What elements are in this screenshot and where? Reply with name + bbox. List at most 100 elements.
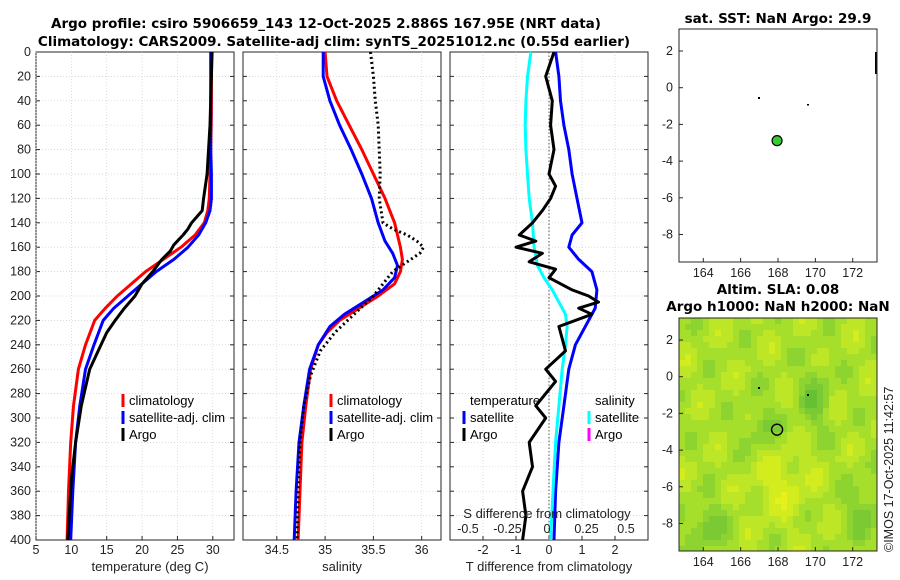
sla-cell bbox=[811, 504, 818, 511]
sla-cell bbox=[697, 372, 704, 379]
sla-cell bbox=[847, 450, 854, 457]
sla-cell bbox=[781, 462, 788, 469]
sla-cell bbox=[739, 420, 746, 427]
sla-cell bbox=[757, 444, 764, 451]
sla-cell bbox=[691, 486, 698, 493]
sla-cell bbox=[847, 402, 854, 409]
sla-cell bbox=[739, 480, 746, 487]
sla-cell bbox=[871, 438, 877, 445]
sla-cell bbox=[817, 336, 824, 343]
sla-cell bbox=[727, 348, 734, 355]
sla-cell bbox=[715, 504, 722, 511]
sla-cell bbox=[835, 420, 842, 427]
sla-cell bbox=[865, 510, 872, 517]
sla-cell bbox=[721, 414, 728, 421]
sla-cell bbox=[775, 528, 782, 535]
sla-cell bbox=[739, 342, 746, 349]
sla-cell bbox=[787, 462, 794, 469]
sla-cell bbox=[799, 432, 806, 439]
sla-cell bbox=[697, 426, 704, 433]
sla-cell bbox=[787, 432, 794, 439]
sla-cell bbox=[769, 432, 776, 439]
sla-cell bbox=[715, 456, 722, 463]
sla-cell bbox=[679, 420, 686, 427]
sla-cell bbox=[793, 474, 800, 481]
sla-cell bbox=[793, 546, 800, 551]
sla-cell bbox=[841, 408, 848, 415]
sla-cell bbox=[793, 336, 800, 343]
sla-cell bbox=[727, 546, 734, 551]
sla-cell bbox=[841, 450, 848, 457]
sla-cell bbox=[799, 504, 806, 511]
sla-cell bbox=[721, 486, 728, 493]
sla-cell bbox=[847, 384, 854, 391]
s-difference-label: S difference from climatology bbox=[463, 506, 631, 521]
sla-cell bbox=[721, 462, 728, 469]
sla-cell bbox=[727, 456, 734, 463]
sla-cell bbox=[763, 516, 770, 523]
sla-cell bbox=[757, 438, 764, 445]
sla-cell bbox=[841, 324, 848, 331]
sla-cell bbox=[799, 354, 806, 361]
sla-cell bbox=[739, 444, 746, 451]
sla-cell bbox=[709, 486, 716, 493]
sla-cell bbox=[727, 378, 734, 385]
sla-cell bbox=[811, 324, 818, 331]
sla-cell bbox=[871, 420, 877, 427]
sla-cell bbox=[835, 360, 842, 367]
sla-cell bbox=[721, 480, 728, 487]
sla-cell bbox=[685, 534, 692, 541]
sla-cell bbox=[811, 468, 818, 475]
sla-cell bbox=[793, 366, 800, 373]
sla-cell bbox=[823, 456, 830, 463]
sla-cell bbox=[703, 504, 710, 511]
sla-cell bbox=[853, 540, 860, 547]
sla-cell bbox=[853, 372, 860, 379]
sla-cell bbox=[841, 522, 848, 529]
sla-cell bbox=[799, 474, 806, 481]
sla-cell bbox=[739, 402, 746, 409]
sla-cell bbox=[709, 528, 716, 535]
lat-tick-label: -6 bbox=[662, 191, 673, 205]
sla-cell bbox=[709, 504, 716, 511]
sla-cell bbox=[835, 336, 842, 343]
x-tick-label: 34.5 bbox=[265, 543, 289, 557]
sla-cell bbox=[715, 414, 722, 421]
sla-cell bbox=[697, 348, 704, 355]
sla-cell bbox=[691, 354, 698, 361]
difference-legend: temperature satellite Argo salinity sate… bbox=[462, 393, 639, 442]
sla-cell bbox=[697, 462, 704, 469]
sla-cell bbox=[829, 390, 836, 397]
x-tick-label: 35.5 bbox=[361, 543, 385, 557]
sla-cell bbox=[775, 510, 782, 517]
land-speck bbox=[758, 387, 760, 389]
sla-cell bbox=[739, 432, 746, 439]
sla-cell bbox=[859, 510, 866, 517]
sla-cell bbox=[823, 372, 830, 379]
sla-cell bbox=[691, 330, 698, 337]
sla-cell bbox=[763, 444, 770, 451]
sla-cell bbox=[787, 378, 794, 385]
sla-cell bbox=[757, 342, 764, 349]
sla-cell bbox=[727, 468, 734, 475]
sla-cell bbox=[841, 528, 848, 535]
sla-cell bbox=[709, 438, 716, 445]
sla-cell bbox=[787, 366, 794, 373]
sla-cell bbox=[811, 342, 818, 349]
sla-cell bbox=[811, 456, 818, 463]
sla-cell bbox=[697, 414, 704, 421]
sla-cell bbox=[793, 438, 800, 445]
temperature-lines bbox=[65, 51, 214, 541]
sla-cell bbox=[763, 462, 770, 469]
sla-cell bbox=[709, 444, 716, 451]
sla-cell bbox=[709, 396, 716, 403]
sla-cell bbox=[841, 336, 848, 343]
sla-cell bbox=[745, 486, 752, 493]
sla-cell bbox=[865, 480, 872, 487]
sla-cell bbox=[841, 372, 848, 379]
sla-cell bbox=[679, 492, 686, 499]
sla-cell bbox=[715, 348, 722, 355]
sla-cell bbox=[841, 516, 848, 523]
sla-cell bbox=[715, 432, 722, 439]
sla-cell bbox=[805, 420, 812, 427]
